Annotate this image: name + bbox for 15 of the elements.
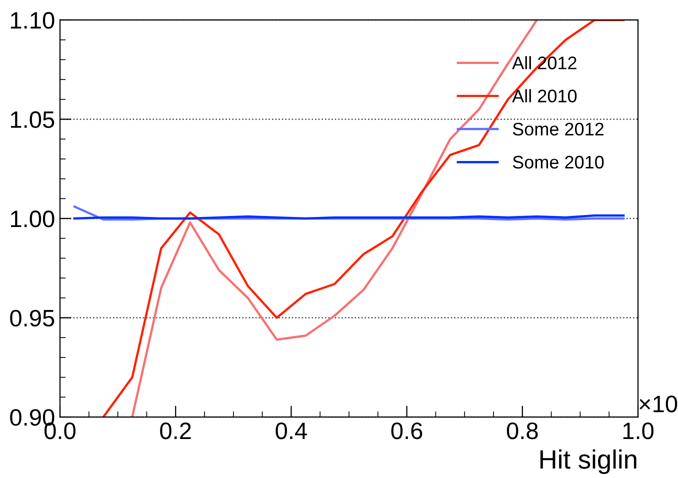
x-axis-title: Hit siglin: [540, 449, 636, 474]
legend-label: Some 2012: [512, 122, 604, 136]
legend-label: All 2010: [512, 89, 577, 102]
x-tick-label: 0.6: [391, 422, 422, 440]
x-tick-label: 1.0: [623, 422, 654, 440]
x-tick-label: 0.8: [506, 422, 538, 440]
text: ×10: [640, 396, 678, 412]
x-tick-label: 0.2: [160, 422, 191, 440]
line-series: [102, 20, 625, 418]
legend-label: Some 2010: [512, 156, 604, 169]
y-tick-label: 1.00: [10, 210, 54, 228]
y-tick-label: 1.05: [10, 111, 54, 128]
y-tick-label: 0.95: [10, 310, 54, 327]
x-tick-label: 0.4: [276, 422, 307, 440]
y-tick-label: 1.10: [10, 12, 54, 29]
